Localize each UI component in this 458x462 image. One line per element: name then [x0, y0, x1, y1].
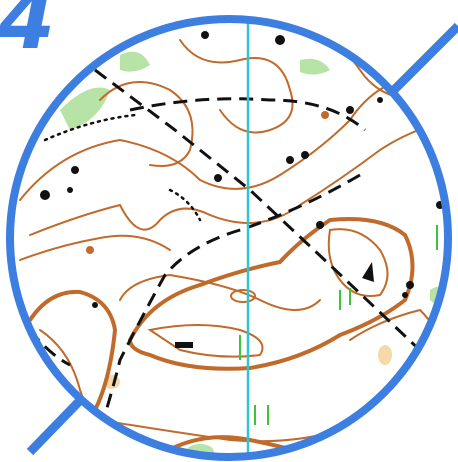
contour	[179, 39, 294, 134]
contour	[230, 289, 256, 303]
clearing	[378, 345, 392, 365]
vegetation	[120, 51, 150, 72]
contour	[147, 324, 264, 358]
index-contour	[127, 217, 415, 371]
contour	[119, 273, 321, 311]
footpath	[168, 188, 202, 222]
badge-number: 4	[0, 0, 55, 68]
rock-features	[40, 31, 444, 348]
route-line	[384, 22, 458, 100]
track	[94, 68, 427, 357]
footpath	[43, 113, 137, 142]
vegetation	[60, 87, 110, 130]
index-contour	[28, 289, 118, 412]
track	[98, 173, 361, 431]
track	[129, 97, 366, 132]
contour	[19, 234, 171, 261]
vegetation	[300, 58, 330, 75]
contour	[29, 119, 448, 236]
knolls	[86, 111, 329, 254]
contour	[99, 81, 194, 167]
lens-border	[6, 15, 452, 461]
